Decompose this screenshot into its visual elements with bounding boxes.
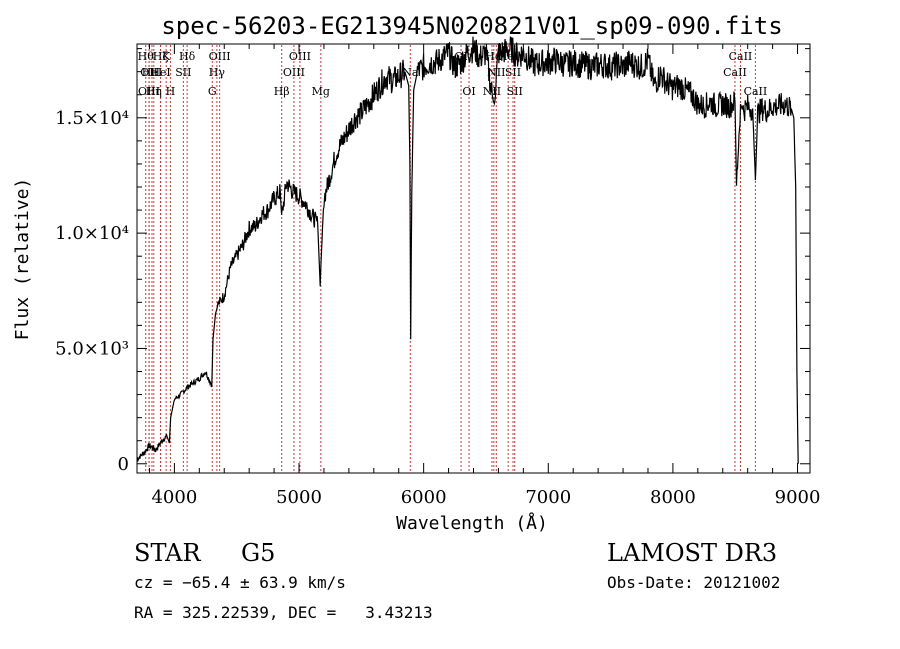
y-tick-label-1: 5.0×10³ — [55, 338, 129, 359]
y-tick-label-2: 1.0×10⁴ — [55, 223, 129, 244]
x-axis-label: Wavelength (Å) — [396, 512, 548, 534]
x-tick-label-2: 6000 — [401, 487, 447, 508]
x-tick-label-0: 4000 — [151, 487, 197, 508]
x-tick-label-5: 9000 — [775, 487, 821, 508]
redshift-velocity: cz = −65.4 ± 63.9 km/s — [134, 573, 346, 592]
spectrum-line — [136, 36, 799, 464]
coordinates: RA = 325.22539, DEC = 3.43213 — [134, 603, 433, 622]
line-label-15: OIII — [283, 66, 305, 79]
y-tick-label-3: 1.5×10⁴ — [55, 108, 129, 129]
line-label-2: OIII — [138, 85, 160, 98]
y-tick-label-0: 0 — [118, 454, 129, 475]
y-axis-label: Flux (relative) — [12, 178, 33, 341]
object-subclass: G5 — [241, 539, 276, 567]
line-label-0: Hθ — [138, 50, 155, 63]
chart-title: spec-56203-EG213945N020821V01_sp09-090.f… — [161, 12, 782, 40]
x-tick-label-1: 5000 — [276, 487, 322, 508]
x-tick-label-3: 7000 — [525, 487, 571, 508]
line-label-28: CaII — [729, 50, 753, 63]
line-label-12: Hγ — [209, 66, 226, 79]
line-label-10: Hδ — [179, 50, 196, 63]
line-label-4: Hη — [146, 85, 162, 98]
line-label-8: H — [166, 85, 176, 98]
tick-labels: 4000 5000 6000 7000 8000 9000 0 5.0×10³ 1.0×10⁴ 1… — [55, 108, 820, 508]
line-label-14: Hβ — [274, 85, 290, 98]
survey-name: LAMOST DR3 — [607, 539, 778, 567]
line-label-7: HeI — [150, 66, 170, 79]
line-label-9: SII — [175, 66, 191, 79]
line-label-3: HeI — [142, 66, 162, 79]
line-label-1: OII — [140, 66, 158, 79]
line-label-26: SII — [507, 85, 523, 98]
observation-date: Obs-Date: 20121002 — [607, 573, 781, 592]
line-label-25: SII — [505, 66, 521, 79]
line-label-6: K — [162, 50, 171, 63]
line-label-11: G — [208, 85, 217, 98]
emission-line-markers — [145, 45, 756, 472]
line-label-13: OIII — [209, 50, 231, 63]
line-label-29: CaII — [744, 85, 768, 98]
line-label-5: Hζ — [153, 50, 169, 63]
x-tick-label-4: 8000 — [650, 487, 696, 508]
line-label-20: OI — [462, 85, 475, 98]
line-label-27: CaII — [723, 66, 747, 79]
line-label-17: Mg — [312, 85, 330, 98]
object-class: STAR — [134, 539, 201, 567]
axis-ticks — [137, 44, 810, 473]
line-label-16: OIII — [289, 50, 311, 63]
